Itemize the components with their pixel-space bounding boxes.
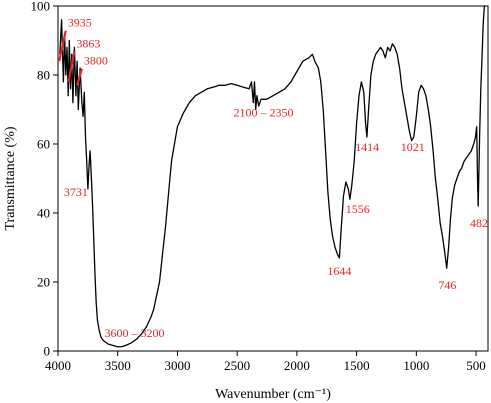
y-tick-label: 40 [37, 206, 50, 221]
annotation-label: 1644 [327, 264, 351, 278]
annotation-label: 3935 [68, 16, 92, 30]
annotation-label: 3600 – 3200 [104, 326, 164, 340]
x-tick-label: 500 [466, 358, 486, 373]
transmittance-line [59, 5, 486, 348]
annotation-label: 1414 [355, 140, 379, 154]
peak-annotation: 1021 [401, 140, 425, 154]
annotation-label: 746 [438, 278, 456, 292]
annotation-arrow [67, 51, 76, 83]
x-tick-label: 1000 [403, 358, 429, 373]
peak-annotation: 3731 [64, 185, 88, 199]
annotation-arrow [58, 30, 67, 62]
y-tick-label: 60 [37, 137, 50, 152]
peak-annotation: 3935 [58, 16, 92, 62]
x-tick-label: 2500 [224, 358, 250, 373]
peak-annotation: 3600 – 3200 [104, 326, 164, 340]
x-tick-label: 2000 [284, 358, 310, 373]
annotation-label: 1556 [346, 202, 370, 216]
annotation-label: 3863 [76, 36, 100, 50]
peak-annotation: 482 [470, 216, 488, 230]
peak-annotation: 1556 [346, 202, 370, 216]
x-axis: 4000 3500 3000 2500 2000 1500 1000 500 [45, 351, 486, 373]
y-tick-label: 20 [37, 275, 50, 290]
y-axis-title: Transmittance (%) [3, 126, 18, 230]
plot-frame [57, 5, 489, 352]
peak-annotation: 2100 – 2350 [233, 105, 293, 119]
x-tick-label: 4000 [45, 358, 71, 373]
peak-annotation: 3863 [67, 36, 100, 83]
annotation-label: 3800 [84, 54, 108, 68]
x-tick-label: 1500 [344, 358, 370, 373]
peak-annotation: 1414 [355, 140, 379, 154]
peak-annotations: 3935 3863 3800 3731 3600 – 3200 2100 – 2350 16… [58, 16, 488, 340]
x-tick-label: 3000 [164, 358, 190, 373]
annotation-label: 1021 [401, 140, 425, 154]
annotation-label: 3731 [64, 185, 88, 199]
x-axis-title: Wavenumber (cm⁻¹) [215, 387, 331, 402]
y-tick-label: 80 [37, 68, 50, 83]
y-tick-label: 0 [44, 344, 51, 359]
peak-annotation: 746 [438, 278, 456, 292]
peak-annotation: 3800 [76, 54, 108, 86]
y-tick-label: 100 [31, 0, 51, 14]
y-axis: 0 20 40 60 80 100 [31, 0, 58, 359]
annotation-label: 2100 – 2350 [233, 105, 293, 119]
x-tick-label: 3500 [105, 358, 131, 373]
annotation-arrow [76, 68, 83, 86]
annotation-label: 482 [470, 216, 488, 230]
peak-annotation: 1644 [327, 264, 351, 278]
